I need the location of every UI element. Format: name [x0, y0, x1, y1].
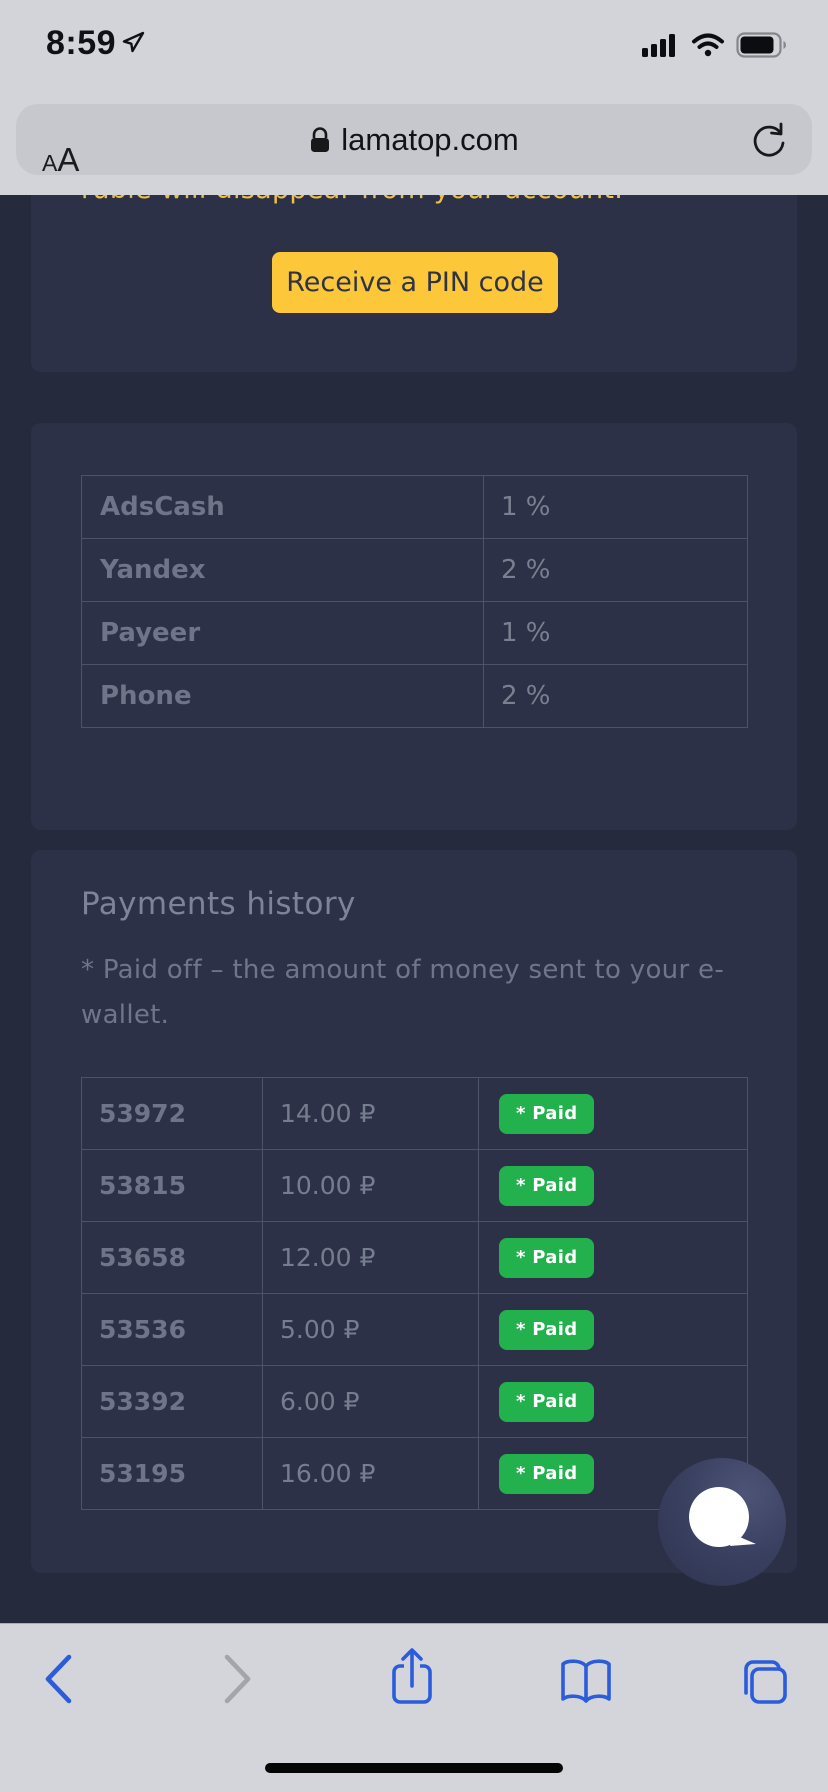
status-badge: * Paid — [499, 1165, 595, 1206]
table-row: 53392 6.00 ₽ * Paid — [82, 1365, 747, 1437]
lock-icon — [311, 126, 330, 152]
payment-id: 53536 — [82, 1294, 263, 1365]
url-display: lamatop.com — [16, 104, 812, 175]
wifi-icon — [692, 33, 724, 57]
rate-name: Yandex — [82, 539, 484, 601]
payment-amount: 6.00 ₽ — [263, 1366, 479, 1437]
table-row: Yandex 2 % — [82, 538, 747, 601]
payment-id: 53972 — [82, 1078, 263, 1149]
rate-value: 1 % — [501, 618, 551, 648]
table-row: AdsCash 1 % — [82, 476, 747, 538]
payment-status-cell: * Paid — [479, 1078, 747, 1149]
reload-icon[interactable] — [750, 121, 788, 159]
home-indicator[interactable] — [265, 1763, 563, 1773]
payment-amount: 14.00 ₽ — [263, 1078, 479, 1149]
battery-icon — [736, 32, 786, 58]
rate-value: 1 % — [501, 492, 551, 522]
payment-status-cell: * Paid — [479, 1150, 747, 1221]
status-badge: * Paid — [499, 1093, 595, 1134]
rates-card — [31, 423, 797, 830]
rate-value: 2 % — [501, 555, 551, 585]
receive-pin-button[interactable]: Receive a PIN code — [272, 252, 558, 313]
paid-off-note: * Paid off – the amount of money sent to… — [81, 955, 724, 1030]
chat-widget-button[interactable] — [658, 1458, 786, 1586]
table-row: 53536 5.00 ₽ * Paid — [82, 1293, 747, 1365]
reader-a-small: A — [42, 150, 58, 176]
rate-name: Phone — [82, 665, 484, 727]
payment-status-cell: * Paid — [479, 1222, 747, 1293]
payment-id: 53195 — [82, 1438, 263, 1509]
rates-table: AdsCash 1 % Yandex 2 % Payeer 1 % Phone … — [81, 475, 748, 728]
status-badge: * Paid — [499, 1381, 595, 1422]
forward-button[interactable] — [220, 1652, 254, 1706]
back-button[interactable] — [42, 1652, 76, 1706]
payments-history-title: Payments history — [81, 886, 356, 922]
payment-amount: 12.00 ₽ — [263, 1222, 479, 1293]
bookmarks-button[interactable] — [558, 1657, 614, 1707]
tabs-button[interactable] — [736, 1657, 788, 1707]
table-row: 53658 12.00 ₽ * Paid — [82, 1221, 747, 1293]
payment-status-cell: * Paid — [479, 1366, 747, 1437]
table-row: 53195 16.00 ₽ * Paid — [82, 1437, 747, 1509]
status-badge: * Paid — [499, 1237, 595, 1278]
cellular-signal-icon — [642, 34, 675, 57]
rate-name: AdsCash — [82, 476, 484, 538]
payment-amount: 10.00 ₽ — [263, 1150, 479, 1221]
payment-status-cell: * Paid — [479, 1438, 747, 1509]
payment-amount: 5.00 ₽ — [263, 1294, 479, 1365]
payment-amount: 16.00 ₽ — [263, 1438, 479, 1509]
location-arrow-icon — [122, 31, 145, 53]
payment-id: 53392 — [82, 1366, 263, 1437]
status-icons — [642, 32, 788, 58]
payments-card — [31, 850, 797, 1573]
chat-bubble-icon — [689, 1487, 756, 1547]
table-row: 53972 14.00 ₽ * Paid — [82, 1078, 747, 1149]
table-row: Payeer 1 % — [82, 601, 747, 664]
reader-a-big: A — [57, 141, 80, 178]
payment-status-cell: * Paid — [479, 1294, 747, 1365]
status-time: 8:59 — [46, 24, 117, 62]
status-badge: * Paid — [499, 1453, 595, 1494]
table-row: Phone 2 % — [82, 664, 747, 727]
table-row: 53815 10.00 ₽ * Paid — [82, 1149, 747, 1221]
url-text: lamatop.com — [341, 121, 519, 157]
share-button[interactable] — [388, 1646, 436, 1708]
payment-id: 53658 — [82, 1222, 263, 1293]
rate-value: 2 % — [501, 681, 551, 711]
payments-table: 53972 14.00 ₽ * Paid 53815 10.00 ₽ * Pai… — [81, 1077, 748, 1510]
payment-id: 53815 — [82, 1150, 263, 1221]
rate-name: Payeer — [82, 602, 484, 664]
status-badge: * Paid — [499, 1309, 595, 1350]
